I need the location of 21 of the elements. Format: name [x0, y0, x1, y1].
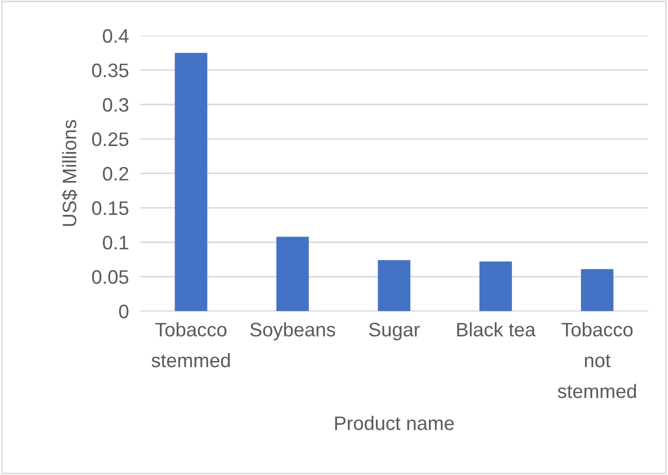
y-tick-label: 0.4	[102, 29, 129, 43]
y-tick-label: 0.2	[102, 166, 128, 181]
bar	[174, 52, 208, 312]
bar	[580, 269, 614, 312]
x-tick-label: Sugar	[369, 322, 420, 340]
y-axis-title: US$ Millions	[62, 120, 78, 226]
x-tick-label: Tobacco not stemmed	[558, 322, 636, 398]
y-tick-label: 0.3	[102, 98, 128, 112]
x-tick-label: Black tea	[457, 322, 536, 337]
x-tick-label: Tobacco stemmed	[152, 322, 230, 368]
bar	[276, 236, 309, 312]
y-tick-label: 0.05	[92, 270, 128, 284]
x-tick-label: Soybeans	[250, 322, 336, 340]
x-axis-title: Product name	[335, 416, 454, 430]
y-tick-label: 0.25	[92, 132, 128, 146]
bar	[378, 260, 410, 312]
y-tick-label: 0.15	[92, 201, 128, 216]
y-tick-label: 0.35	[92, 64, 128, 78]
bar	[479, 262, 512, 312]
y-tick-label: 0	[119, 304, 128, 318]
y-tick-label: 0.1	[102, 236, 128, 250]
